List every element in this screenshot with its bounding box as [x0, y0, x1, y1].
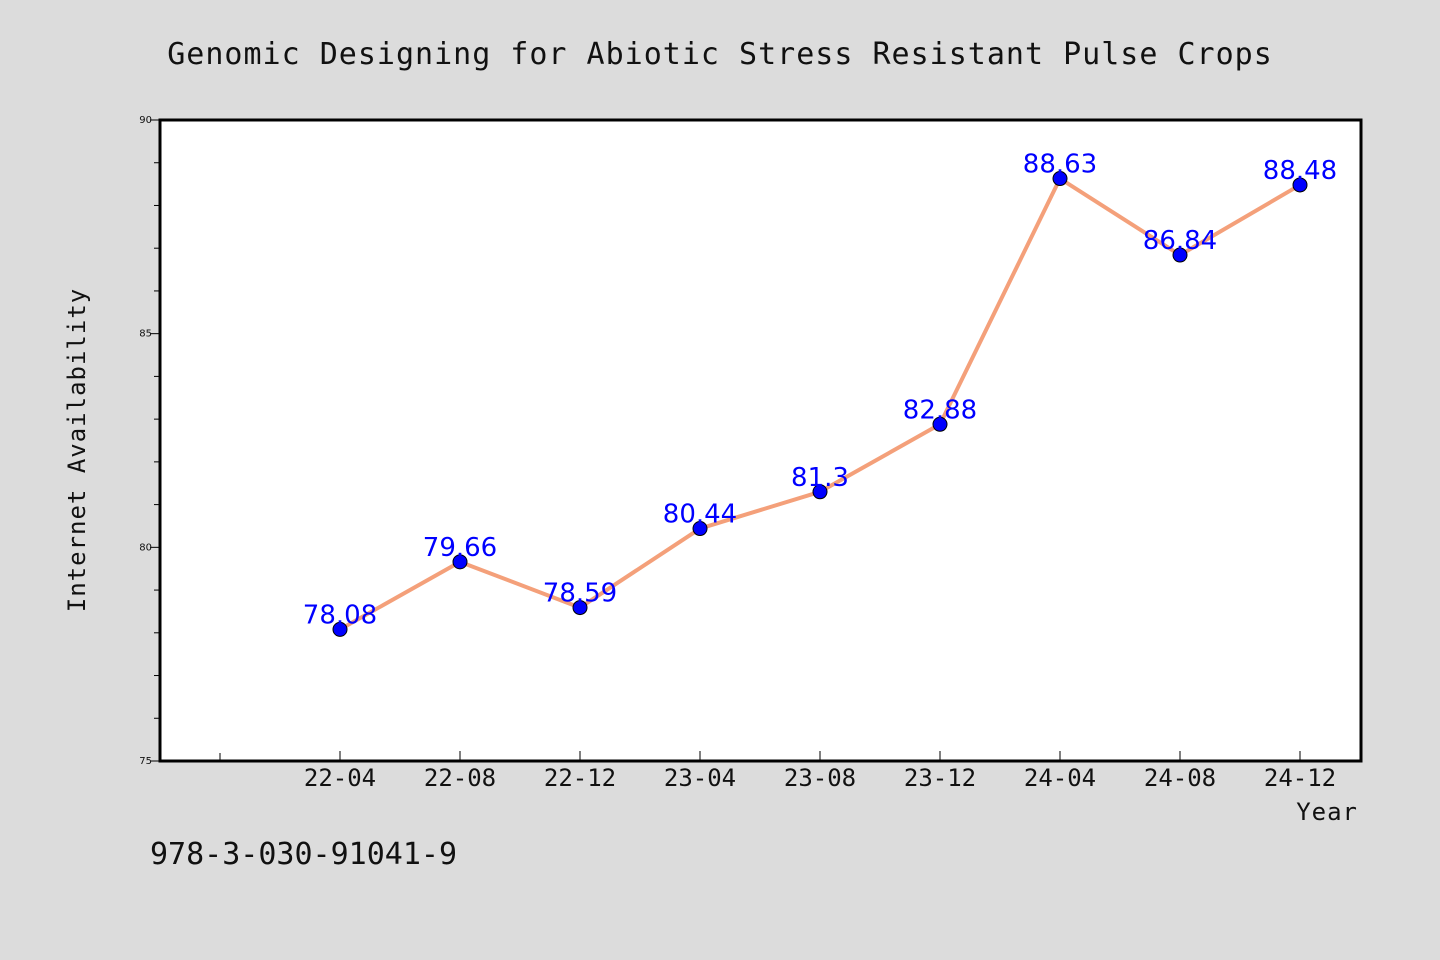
y-axis: 75 80 85 90	[139, 115, 160, 767]
y-tick-label: 85	[139, 329, 152, 340]
data-label: 86.84	[1143, 226, 1217, 256]
data-point	[1172, 247, 1188, 263]
x-tick-label: 22-12	[544, 764, 616, 792]
data-point	[1052, 171, 1068, 187]
data-point	[1292, 177, 1308, 193]
data-label: 78.59	[543, 579, 617, 609]
data-point	[452, 554, 468, 570]
x-axis-label: Year	[1296, 798, 1358, 826]
x-tick-label: 24-08	[1144, 764, 1216, 792]
data-label: 78.08	[303, 600, 377, 630]
data-label: 82.88	[903, 395, 977, 425]
data-label: 79.66	[423, 533, 497, 563]
data-point	[692, 521, 708, 537]
data-labels: 78.08 79.66 78.59 80.44 81.3 82.88 88.63 86.84 8…	[303, 150, 1337, 631]
isbn-footer: 978-3-030-91041-9	[150, 837, 457, 872]
x-axis: 22-04 22-08 22-12 23-04 23-08 23-12 24-04 24-08…	[219, 751, 1336, 792]
x-tick-label: 24-04	[1024, 764, 1096, 792]
x-tick-label: 23-12	[904, 764, 976, 792]
x-tick-label: 24-12	[1264, 764, 1336, 792]
plot-area	[160, 120, 1361, 761]
data-point	[572, 600, 588, 616]
data-label: 81.3	[791, 463, 849, 493]
data-label: 80.44	[663, 500, 737, 530]
x-tick-label: 22-08	[424, 764, 496, 792]
data-point	[332, 621, 348, 637]
chart-title: Genomic Designing for Abiotic Stress Res…	[167, 37, 1273, 72]
y-tick-label: 75	[139, 756, 152, 767]
data-point	[932, 416, 948, 432]
y-axis-label: Internet Availability	[63, 288, 91, 612]
data-point	[812, 484, 828, 500]
data-label: 88.63	[1023, 150, 1097, 180]
x-tick-label: 22-04	[304, 764, 376, 792]
series-line	[332, 171, 1308, 637]
y-tick-label: 80	[139, 542, 152, 553]
y-tick-label: 90	[139, 115, 152, 126]
data-label: 88.48	[1263, 156, 1337, 186]
x-tick-label: 23-04	[664, 764, 736, 792]
x-tick-label: 23-08	[784, 764, 856, 792]
plot-frame	[158, 118, 1363, 763]
